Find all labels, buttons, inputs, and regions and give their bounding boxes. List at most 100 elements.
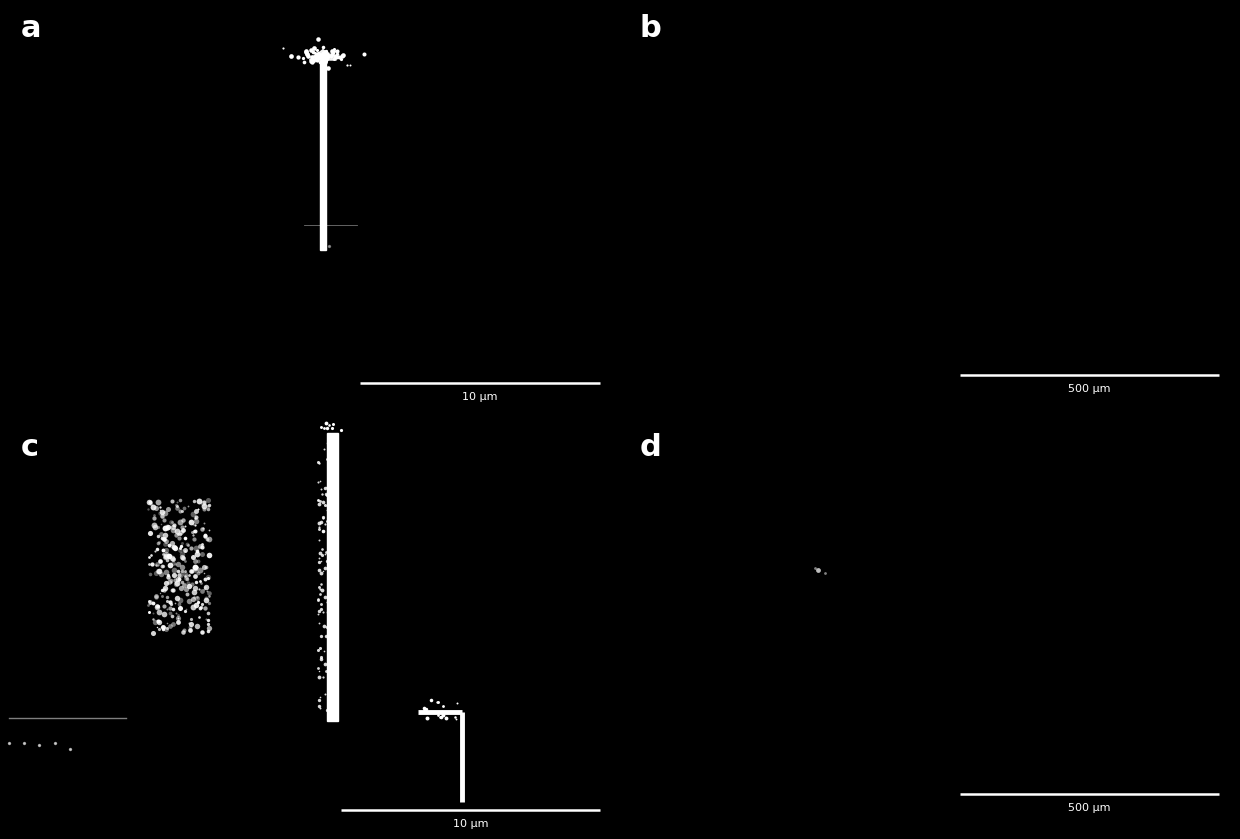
Point bbox=[311, 51, 331, 65]
Point bbox=[161, 597, 181, 611]
Point bbox=[428, 708, 448, 722]
Point bbox=[144, 500, 164, 513]
Point bbox=[148, 496, 167, 509]
Point bbox=[176, 602, 196, 616]
Point bbox=[329, 50, 348, 64]
Point bbox=[153, 583, 172, 597]
Point bbox=[164, 540, 184, 554]
Point bbox=[312, 50, 332, 63]
Point bbox=[198, 614, 218, 628]
Point bbox=[306, 52, 326, 65]
Point bbox=[308, 47, 327, 60]
Point bbox=[187, 566, 207, 580]
Point bbox=[171, 581, 191, 595]
Point bbox=[185, 512, 205, 525]
Point bbox=[144, 612, 164, 625]
Point bbox=[176, 605, 196, 618]
Point bbox=[316, 49, 336, 62]
Point bbox=[314, 421, 334, 435]
Point bbox=[309, 48, 329, 61]
Point bbox=[320, 609, 340, 623]
Point bbox=[433, 699, 453, 712]
Point bbox=[165, 596, 185, 609]
Point bbox=[433, 706, 453, 719]
Point bbox=[161, 515, 181, 529]
Point bbox=[182, 525, 202, 539]
Point bbox=[188, 555, 208, 568]
Point bbox=[314, 49, 334, 62]
Point bbox=[430, 705, 450, 718]
Point bbox=[172, 565, 192, 578]
Point bbox=[196, 560, 216, 574]
Point bbox=[157, 521, 177, 534]
Point bbox=[198, 524, 218, 537]
Point bbox=[188, 611, 208, 624]
Point bbox=[160, 539, 180, 553]
Point bbox=[319, 691, 339, 705]
Point bbox=[312, 49, 332, 62]
Point bbox=[180, 620, 200, 633]
Point bbox=[160, 595, 180, 608]
Point bbox=[197, 584, 217, 597]
Point bbox=[311, 651, 331, 664]
Point bbox=[319, 477, 339, 490]
Point bbox=[303, 55, 322, 69]
Point bbox=[311, 652, 331, 665]
Point bbox=[157, 622, 177, 635]
Point bbox=[156, 544, 176, 557]
Point bbox=[193, 495, 213, 508]
Point bbox=[164, 569, 184, 582]
Point bbox=[310, 690, 330, 704]
Point bbox=[312, 583, 332, 597]
Point bbox=[315, 49, 335, 62]
Point bbox=[308, 592, 327, 606]
Point bbox=[156, 548, 176, 561]
Point bbox=[315, 482, 335, 495]
Point bbox=[314, 442, 334, 456]
Point bbox=[317, 596, 337, 609]
Point bbox=[169, 527, 188, 540]
Point bbox=[315, 561, 335, 575]
Point bbox=[138, 503, 157, 516]
Point bbox=[167, 499, 187, 513]
Point bbox=[195, 499, 215, 513]
Point bbox=[311, 577, 331, 591]
Point bbox=[145, 545, 165, 558]
Point bbox=[445, 705, 465, 718]
Point bbox=[175, 565, 195, 578]
Point bbox=[309, 520, 329, 534]
Point bbox=[317, 49, 337, 62]
Point bbox=[150, 506, 170, 519]
Point bbox=[298, 48, 317, 61]
Point bbox=[314, 619, 334, 633]
Point bbox=[316, 47, 336, 60]
Point bbox=[192, 538, 212, 551]
Point bbox=[309, 50, 329, 64]
Point bbox=[305, 50, 325, 64]
Point bbox=[149, 606, 169, 619]
Point bbox=[161, 584, 181, 597]
Point bbox=[198, 498, 218, 512]
Point bbox=[331, 423, 351, 436]
Point bbox=[314, 50, 334, 63]
Point bbox=[195, 581, 215, 594]
Point bbox=[141, 497, 161, 510]
Point bbox=[309, 498, 329, 511]
Point bbox=[315, 687, 335, 701]
Point bbox=[312, 487, 332, 501]
Point bbox=[153, 559, 172, 572]
Point bbox=[322, 44, 342, 58]
Point bbox=[185, 555, 205, 568]
Point bbox=[311, 49, 331, 62]
Point bbox=[198, 597, 218, 610]
Point bbox=[141, 557, 161, 571]
Point bbox=[167, 496, 187, 509]
Point bbox=[146, 600, 166, 613]
Point bbox=[312, 542, 332, 555]
Point bbox=[196, 581, 216, 594]
Point bbox=[185, 524, 205, 538]
Point bbox=[150, 503, 170, 517]
Point bbox=[144, 626, 164, 639]
Point bbox=[337, 59, 357, 72]
Point bbox=[188, 503, 208, 516]
